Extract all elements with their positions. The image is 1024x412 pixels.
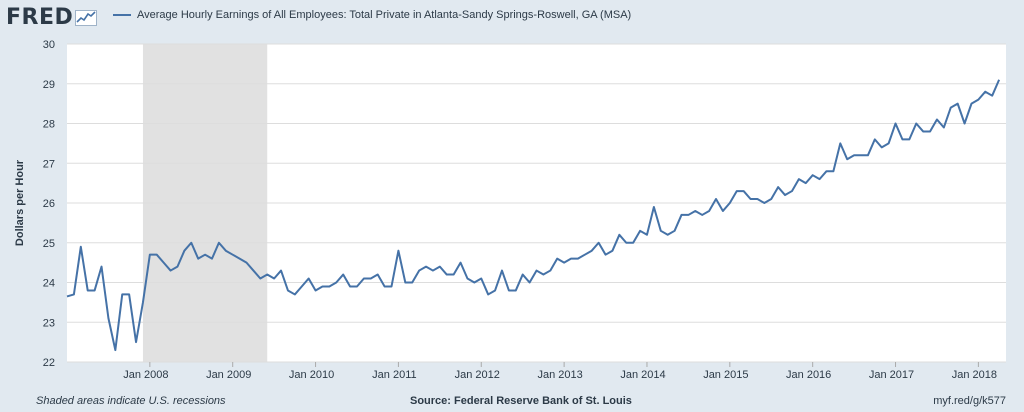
y-axis-ticks: 22 23 24 25 26 27 28 29 30 xyxy=(43,39,55,369)
grid-layer xyxy=(67,43,1006,363)
x-tick-label: Jan 2012 xyxy=(455,369,500,381)
x-tick-label: Jan 2015 xyxy=(703,369,748,381)
y-tick-label: 25 xyxy=(43,238,55,250)
x-tick-label: Jan 2008 xyxy=(123,369,168,381)
series-title: Average Hourly Earnings of All Employees… xyxy=(137,9,632,21)
y-tick-label: 22 xyxy=(43,357,55,369)
short-url-link[interactable]: myf.red/g/k577 xyxy=(933,395,1006,407)
y-tick-label: 23 xyxy=(43,317,55,329)
x-tick-label: Jan 2010 xyxy=(289,369,334,381)
x-tick-label: Jan 2018 xyxy=(952,369,997,381)
recession-note: Shaded areas indicate U.S. recessions xyxy=(36,395,226,407)
y-tick-label: 30 xyxy=(43,39,55,51)
chart-legend: Average Hourly Earnings of All Employees… xyxy=(113,9,631,21)
y-tick-label: 24 xyxy=(43,278,55,290)
series-layer xyxy=(66,79,1001,352)
x-tick-label: Jan 2009 xyxy=(206,369,251,381)
x-tick-label: Jan 2011 xyxy=(372,369,416,381)
fred-logo[interactable]: FRED xyxy=(6,2,98,32)
source-credit: Source: Federal Reserve Bank of St. Loui… xyxy=(410,395,632,407)
logo-text: FRED xyxy=(6,4,74,30)
x-tick-label: Jan 2017 xyxy=(869,369,914,381)
x-tick-label: Jan 2016 xyxy=(786,369,831,381)
legend-line-swatch xyxy=(113,14,131,16)
y-tick-label: 26 xyxy=(43,198,55,210)
series-line-0 xyxy=(66,79,1001,352)
y-axis-label: Dollars per Hour xyxy=(14,159,26,246)
x-axis-ticks: Jan 2008 Jan 2009 Jan 2010 Jan 2011 Jan 2012… xyxy=(123,362,997,381)
y-tick-label: 29 xyxy=(43,79,55,91)
x-tick-label: Jan 2014 xyxy=(620,369,665,381)
x-tick-label: Jan 2013 xyxy=(537,369,582,381)
y-tick-label: 28 xyxy=(43,119,55,131)
y-tick-label: 27 xyxy=(43,158,55,170)
chart-line-icon xyxy=(75,10,98,26)
